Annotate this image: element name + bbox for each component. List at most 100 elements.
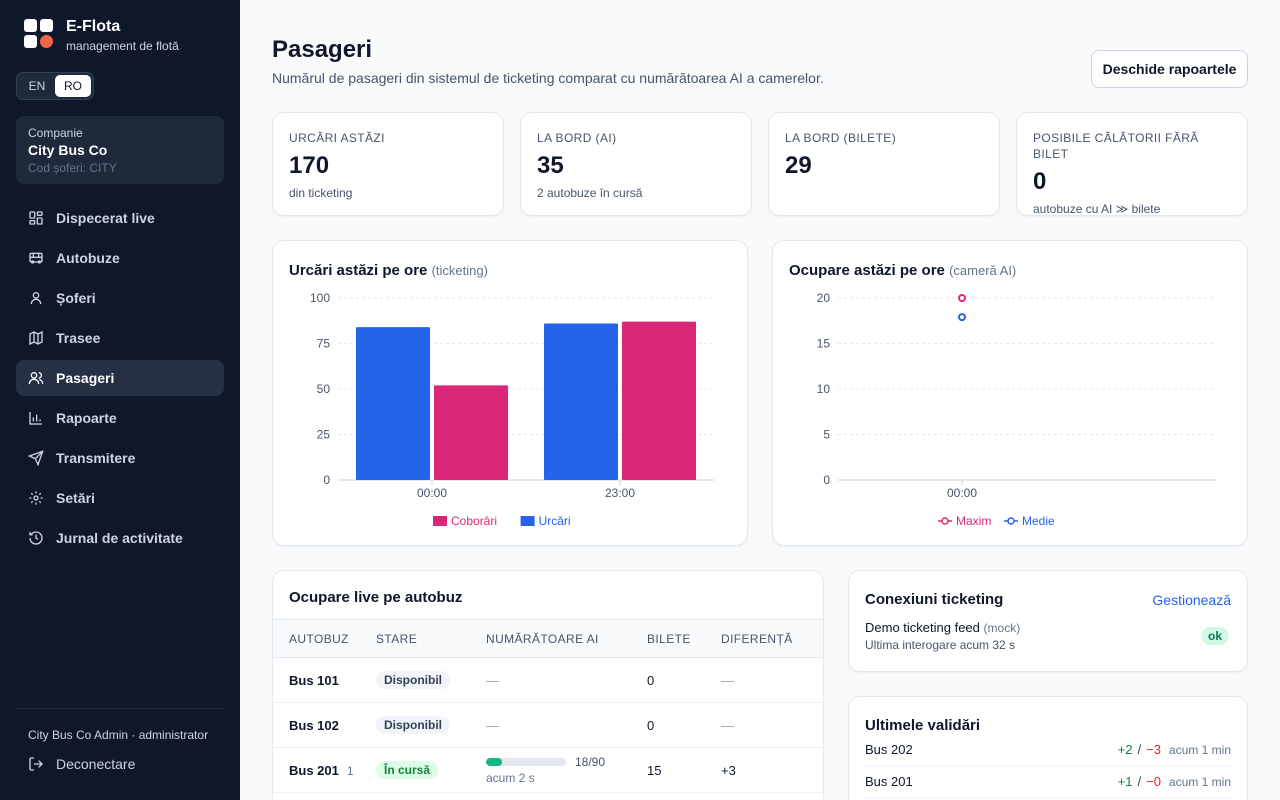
bus-name: Bus 101: [273, 657, 376, 703]
manage-link[interactable]: Gestionează: [1152, 592, 1231, 608]
send-icon: [28, 450, 44, 466]
gear-icon: [29, 491, 43, 505]
stat-label: La bord (bilete): [785, 131, 897, 145]
brand[interactable]: E-Flota management de flotă: [24, 17, 179, 54]
sidebar-item-label: Rapoarte: [56, 410, 117, 426]
chart-title-text: Ocupare astăzi pe ore: [789, 262, 945, 279]
sidebar-item-label: Dispecerat live: [56, 210, 155, 226]
validation-in: +2: [1117, 742, 1133, 757]
ai-updated: acum 2 s: [486, 771, 535, 785]
user-icon: [30, 292, 42, 305]
live-occupancy-card: Ocupare live pe autobuz Autobuz Stare Nu…: [272, 570, 824, 800]
lang-en-button[interactable]: EN: [28, 79, 46, 93]
company-name: City Bus Co: [28, 142, 108, 158]
point-avg: [958, 313, 966, 322]
occupancy-bar-fill: [486, 758, 502, 766]
status-cell: Disponibil: [376, 702, 486, 748]
logout-button[interactable]: Deconectare: [16, 756, 224, 772]
validations-title: Ultimele validări: [865, 717, 981, 734]
current-user: City Bus Co Admin · administrator: [28, 728, 209, 742]
last-poll: Ultima interogare acum 32 s: [865, 638, 1016, 652]
feed-name: Demo ticketing feed (mock): [865, 620, 1231, 635]
driver-code: Cod șoferi: CITY: [28, 161, 117, 175]
bar-alightings: [434, 385, 508, 480]
occupancy-chart-card: Ocupare astăzi pe ore (cameră AI) 0 5 10 15…: [772, 240, 1248, 546]
sidebar-item-pasageri[interactable]: Pasageri: [16, 360, 224, 396]
sidebar-item-setari[interactable]: Setări: [16, 480, 224, 516]
sidebar-item-label: Trasee: [56, 330, 101, 346]
chart-title: Ocupare astăzi pe ore (cameră AI): [789, 262, 1016, 279]
validation-out: −0: [1146, 774, 1161, 789]
y-tick-label: 10: [817, 382, 831, 396]
bus-name: Bus 102: [273, 702, 376, 748]
ai-occupancy: 18/90: [486, 755, 647, 769]
occupancy-scatter-chart: 0 5 10 15 20 00:00 Maxim Medie: [817, 291, 1216, 528]
y-tick-label: 25: [317, 428, 331, 442]
col-status[interactable]: Stare: [376, 619, 486, 658]
legend-label: Coborâri: [451, 514, 497, 528]
stat-label: Posibile călătorii fără bilet: [1033, 131, 1199, 161]
sidebar-item-jurnal[interactable]: Jurnal de activitate: [16, 520, 224, 556]
y-tick-label: 15: [817, 337, 831, 351]
ai-count-value: 18/90: [575, 755, 606, 769]
language-switch: EN RO: [16, 72, 94, 100]
sidebar-item-autobuze[interactable]: Autobuze: [16, 240, 224, 276]
table-row[interactable]: Bus 101 Disponibil — 0 —: [273, 657, 823, 703]
logout-label: Deconectare: [56, 756, 136, 772]
list-item: Bus 201 +1 / −0 acum 1 min: [865, 766, 1231, 798]
stat-value: 0: [1033, 168, 1047, 195]
stat-hint: 2 autobuze în cursă: [537, 186, 643, 200]
history-icon: [29, 531, 43, 545]
ticketing-title: Conexiuni ticketing: [865, 591, 1004, 608]
sidebar-item-label: Transmitere: [56, 450, 136, 466]
status-badge: Disponibil: [376, 671, 450, 689]
stat-hint: autobuze cu AI ≫ bilete: [1033, 202, 1161, 216]
sidebar-item-transmitere[interactable]: Transmitere: [16, 440, 224, 476]
page-title: Pasageri: [272, 36, 373, 63]
chart-subtitle: (cameră AI): [949, 263, 1017, 278]
y-tick-label: 100: [310, 291, 330, 305]
open-reports-button[interactable]: Deschide rapoartele: [1091, 50, 1248, 88]
table-row[interactable]: Bus 102 Disponibil — 0 —: [273, 702, 823, 748]
sidebar-item-trasee[interactable]: Trasee: [16, 320, 224, 356]
boardings-bar-chart: 0 25 50 75 100 00:00 23:00 Coborâri Urcări: [310, 291, 714, 528]
status-badge: În cursă: [376, 761, 439, 779]
sidebar-item-label: Setări: [56, 490, 95, 506]
dashboard-icon: [29, 211, 43, 225]
table-row[interactable]: Bus 201 1 În cursă 18/90 acum 2 s 15 +3: [273, 747, 823, 793]
lang-ro-button[interactable]: RO: [55, 75, 91, 97]
tickets-count: 15: [647, 747, 721, 793]
feed-tag: (mock): [983, 621, 1021, 635]
stat-value: 29: [785, 152, 812, 179]
col-tickets[interactable]: Bilete: [647, 619, 721, 658]
sidebar-nav: Dispecerat live Autobuze Șoferi Trasee P…: [16, 200, 224, 560]
status-badge: ok: [1200, 627, 1229, 645]
col-ai-count[interactable]: Numărătoare AI: [486, 619, 647, 658]
ai-count: —: [486, 657, 647, 703]
chart-subtitle: (ticketing): [431, 263, 488, 278]
trip-index: 1: [346, 763, 354, 778]
col-bus[interactable]: Autobuz: [273, 619, 376, 658]
bus-name-text: Bus 102: [289, 717, 339, 733]
bus-icon: [29, 252, 43, 264]
occupancy-bar: [486, 758, 566, 766]
last-validations-card: Ultimele validări Bus 202 +2 / −3 acum 1…: [848, 696, 1248, 800]
chart-title: Urcări astăzi pe ore (ticketing): [289, 262, 488, 279]
tickets-count: 0: [647, 657, 721, 703]
stat-card-boardings: Urcări astăzi 170 din ticketing: [272, 112, 504, 216]
col-difference[interactable]: Diferență: [721, 619, 823, 658]
tickets-count: 0: [647, 702, 721, 748]
sidebar-item-rapoarte[interactable]: Rapoarte: [16, 400, 224, 436]
sidebar-item-dispecerat[interactable]: Dispecerat live: [16, 200, 224, 236]
logo-icon: [24, 19, 53, 49]
y-tick-label: 75: [317, 337, 331, 351]
validation-bus: Bus 202: [865, 742, 913, 757]
chart-title-text: Urcări astăzi pe ore: [289, 262, 428, 279]
x-tick-label: 00:00: [947, 486, 977, 500]
y-tick-label: 20: [817, 291, 831, 305]
y-tick-label: 0: [323, 473, 330, 487]
sidebar-item-soferi[interactable]: Șoferi: [16, 280, 224, 316]
difference: —: [721, 657, 823, 703]
difference: —: [721, 702, 823, 748]
validation-bus: Bus 201: [865, 774, 913, 789]
